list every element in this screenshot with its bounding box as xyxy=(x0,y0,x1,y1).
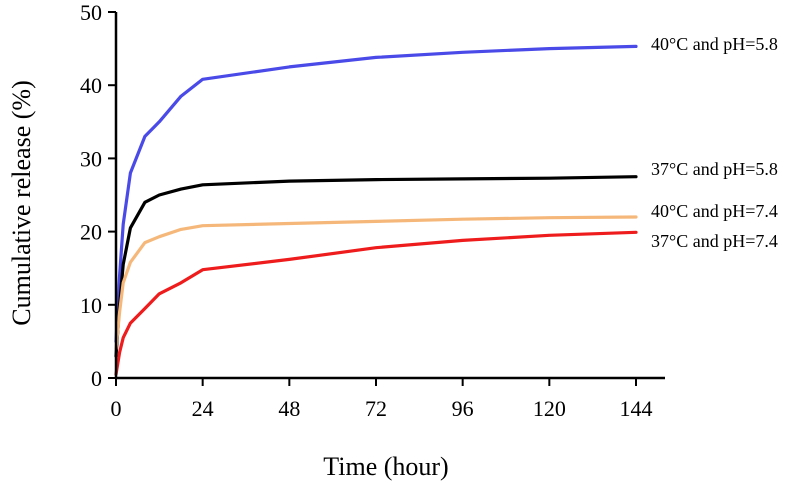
series-line xyxy=(114,230,638,376)
series-line xyxy=(114,175,638,358)
y-tick-label: 50 xyxy=(80,0,102,25)
x-axis-title: Time (hour) xyxy=(323,452,448,481)
legend-label: 40°C and pH=7.4 xyxy=(651,201,778,221)
x-tick-label: 96 xyxy=(452,396,474,421)
y-tick-label: 10 xyxy=(80,293,102,318)
x-tick-label: 0 xyxy=(111,396,122,421)
y-tick-label: 40 xyxy=(80,73,102,98)
y-tick-label: 30 xyxy=(80,146,102,171)
y-tick-label: 0 xyxy=(91,366,102,391)
series-layer xyxy=(114,44,638,376)
legend-label: 40°C and pH=5.8 xyxy=(651,34,778,54)
x-tick-label: 144 xyxy=(620,396,653,421)
legend: 40°C and pH=5.8 37°C and pH=5.8 40°C and p… xyxy=(651,34,778,251)
tick-labels: 0 10 20 30 40 50 0 24 48 72 96 120 144 xyxy=(80,0,653,421)
x-tick-label: 48 xyxy=(278,396,300,421)
axes xyxy=(108,11,665,386)
series-line xyxy=(114,215,638,351)
y-axis-title: Cumulative release (%) xyxy=(7,80,36,325)
x-tick-label: 72 xyxy=(365,396,387,421)
legend-label: 37°C and pH=5.8 xyxy=(651,159,778,179)
series-line xyxy=(114,44,638,343)
x-tick-label: 120 xyxy=(533,396,566,421)
y-tick-label: 20 xyxy=(80,220,102,245)
legend-label: 37°C and pH=7.4 xyxy=(651,231,778,251)
x-tick-label: 24 xyxy=(192,396,214,421)
